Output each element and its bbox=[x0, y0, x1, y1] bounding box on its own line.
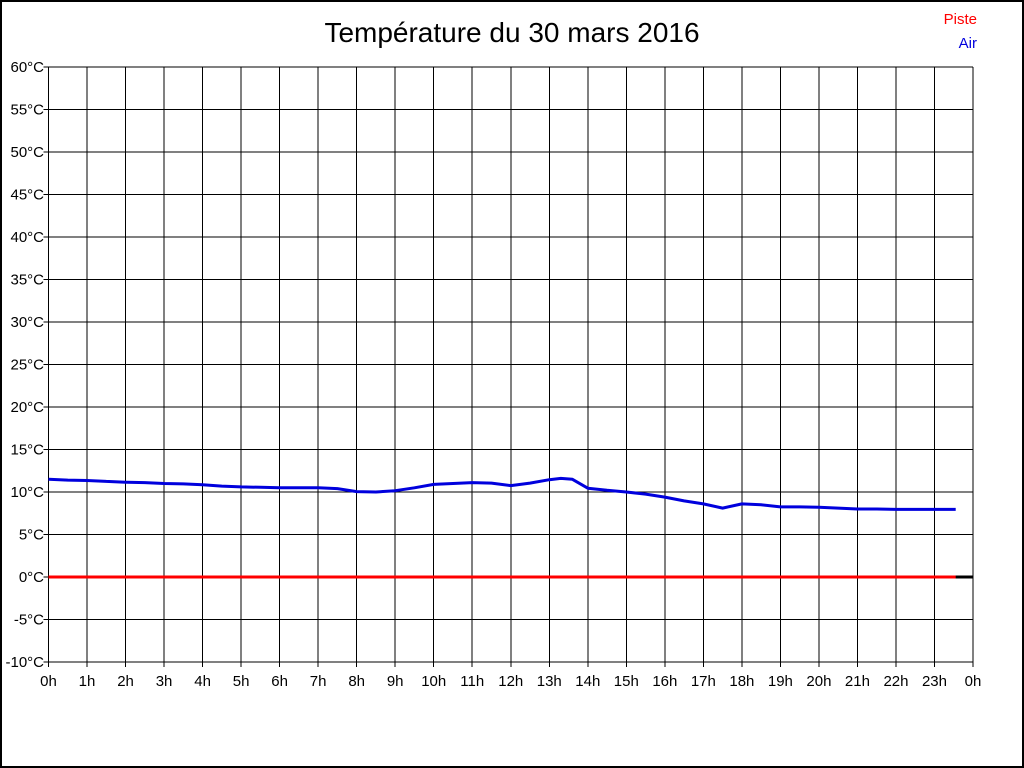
series-line-air bbox=[48, 476, 956, 511]
chart-title: Température du 30 mars 2016 bbox=[324, 17, 700, 48]
x-axis-labels: 0h 1h 2h 3h 4h 5h 6h 7h 8h 9h 10h 11h 12h 13h 14h 15h 16… bbox=[40, 673, 981, 690]
y-tick-label: 60°C bbox=[10, 59, 44, 76]
x-tick-label: 0h bbox=[965, 673, 982, 690]
x-tick-label: 9h bbox=[387, 673, 404, 690]
x-tick-label: 5h bbox=[233, 673, 250, 690]
x-tick-label: 15h bbox=[614, 673, 639, 690]
y-tick-label: 50°C bbox=[10, 144, 44, 161]
y-tick-label: 15°C bbox=[10, 442, 44, 459]
y-tick-label: -10°C bbox=[5, 654, 44, 671]
x-tick-label: 0h bbox=[40, 673, 57, 690]
x-tick-label: 13h bbox=[537, 673, 562, 690]
x-tick-label: 1h bbox=[79, 673, 96, 690]
y-tick-label: 25°C bbox=[10, 357, 44, 374]
y-tick-label: 20°C bbox=[10, 399, 44, 416]
y-axis-labels: 60°C 55°C 50°C 45°C 40°C 35°C 30°C 25°C 20°C 15°C… bbox=[5, 59, 44, 671]
x-tick-label: 17h bbox=[691, 673, 716, 690]
y-tick-label: 35°C bbox=[10, 272, 44, 289]
y-tick-label: 45°C bbox=[10, 187, 44, 204]
x-tick-label: 16h bbox=[652, 673, 677, 690]
x-tick-label: 6h bbox=[271, 673, 288, 690]
y-tick-label: 0°C bbox=[19, 569, 44, 586]
x-tick-label: 4h bbox=[194, 673, 211, 690]
y-tick-label: -5°C bbox=[14, 612, 44, 629]
chart-legend: Piste Air bbox=[944, 8, 977, 56]
x-tick-label: 22h bbox=[883, 673, 908, 690]
x-tick-label: 7h bbox=[310, 673, 327, 690]
legend-item-piste: Piste bbox=[943, 11, 977, 28]
y-tick-label: 10°C bbox=[10, 484, 44, 501]
x-tick-label: 18h bbox=[729, 673, 754, 690]
x-tick-label: 3h bbox=[156, 673, 173, 690]
y-tick-label: 5°C bbox=[19, 527, 44, 544]
x-tick-label: 19h bbox=[768, 673, 793, 690]
x-tick-label: 23h bbox=[922, 673, 947, 690]
y-tick-label: 55°C bbox=[10, 102, 44, 119]
x-tick-label: 21h bbox=[845, 673, 870, 690]
legend-item-air: Air bbox=[958, 35, 977, 52]
x-tick-label: 12h bbox=[498, 673, 523, 690]
x-tick-label: 8h bbox=[348, 673, 365, 690]
x-tick-label: 10h bbox=[421, 673, 446, 690]
y-tick-label: 40°C bbox=[10, 229, 44, 246]
x-tick-label: 2h bbox=[117, 673, 134, 690]
plot-grid bbox=[43, 66, 974, 667]
x-tick-label: 11h bbox=[460, 673, 484, 690]
y-tick-label: 30°C bbox=[10, 314, 44, 331]
x-tick-label: 20h bbox=[806, 673, 831, 690]
x-tick-label: 14h bbox=[575, 673, 600, 690]
